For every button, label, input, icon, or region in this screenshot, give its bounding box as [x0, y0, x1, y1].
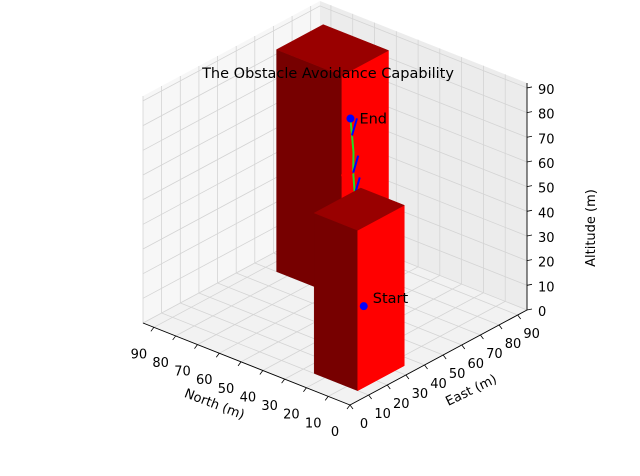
east-tick-label: 40: [430, 377, 447, 392]
north-tick: [324, 396, 329, 401]
frame-z-axis: [352, 155, 360, 173]
east-tick-label: 20: [393, 397, 410, 412]
end-label: End: [359, 112, 387, 128]
frame-z-axis: [351, 118, 358, 136]
altitude-tick-label: 90: [538, 83, 555, 98]
north-axis-line: [142, 322, 351, 406]
altitude-tick-label: 20: [538, 256, 555, 271]
attitude-frame-5: [340, 155, 360, 177]
altitude-tick: [526, 234, 533, 237]
north-tick-label: 10: [305, 416, 322, 431]
altitude-tick: [526, 135, 533, 138]
north-tick: [237, 361, 242, 367]
altitude-tick: [526, 185, 533, 188]
east-tick: [442, 354, 447, 360]
east-tick-label: 60: [468, 357, 485, 372]
altitude-tick: [526, 111, 533, 114]
altitude-tick-label: 40: [538, 206, 555, 221]
altitude-tick: [526, 209, 533, 212]
north-tick: [303, 387, 307, 392]
east-tick-label: 80: [505, 337, 522, 352]
start-label: Start: [373, 291, 409, 307]
altitude-tick: [526, 308, 533, 311]
north-tick-label: 30: [261, 399, 278, 414]
east-tick: [405, 374, 410, 380]
frame-x-axis: [351, 131, 365, 137]
north-tick-label: 50: [218, 382, 235, 397]
axis-lines: [142, 83, 528, 406]
east-tick-label: 10: [374, 407, 391, 422]
north-wall-pane: [143, 1, 320, 323]
east-tick: [480, 334, 484, 340]
north-tick: [150, 327, 155, 332]
plot-scene: Start End: [276, 24, 409, 392]
east-tick: [517, 314, 522, 320]
east-tick: [498, 324, 503, 330]
east-tick-label: 70: [486, 347, 503, 362]
altitude-tick-label: 60: [538, 157, 555, 172]
east-tick: [349, 404, 354, 410]
east-tick-label: 0: [360, 417, 368, 432]
east-tick: [461, 344, 466, 350]
start-marker: [359, 302, 368, 311]
north-axis-label: North (m): [182, 386, 246, 423]
north-tick-label: 40: [240, 390, 257, 405]
altitude-tick: [526, 259, 533, 262]
east-tick-label: 90: [523, 327, 540, 342]
north-tick-label: 60: [196, 373, 213, 388]
altitude-tick-label: 30: [538, 231, 555, 246]
north-tick: [281, 378, 285, 384]
north-tick-label: 90: [131, 347, 148, 362]
east-axis-line: [349, 309, 528, 406]
attitude-frame-6: [351, 118, 365, 137]
east-tick-label: 30: [412, 387, 429, 402]
north-tick: [215, 352, 220, 358]
obstacle-face-top: [313, 187, 405, 231]
north-tick: [259, 370, 264, 375]
north-tick-label: 80: [152, 356, 169, 371]
altitude-tick: [526, 160, 533, 163]
obstacle-face-front-left: [313, 212, 358, 392]
north-tick-label: 70: [174, 365, 191, 380]
altitude-axis-label: Altitude (m): [584, 189, 599, 267]
east-tick: [368, 394, 372, 400]
altitude-tick-label: 10: [538, 280, 555, 295]
obstacle-2: [313, 187, 405, 392]
east-tick-label: 50: [449, 367, 466, 382]
altitude-tick: [526, 86, 533, 89]
north-tick: [346, 404, 351, 410]
tick-labels: 0102030405060708090010203040506070809001…: [131, 83, 555, 440]
east-tick: [424, 364, 428, 370]
chart-title: The Obstacle Avoidance Capability: [201, 66, 454, 82]
north-tick-label: 20: [283, 408, 300, 423]
grid-line-altitude: [142, 5, 528, 102]
altitude-tick: [526, 283, 533, 286]
north-tick: [172, 335, 177, 341]
end-marker: [346, 114, 355, 123]
altitude-tick-label: 50: [538, 182, 555, 197]
altitude-tick-label: 80: [538, 108, 555, 123]
east-tick: [386, 384, 391, 390]
frame-x-axis: [340, 171, 354, 177]
altitude-tick-label: 70: [538, 132, 555, 147]
altitude-tick-label: 0: [538, 305, 546, 320]
north-tick-label: 0: [331, 425, 339, 440]
north-tick: [194, 344, 198, 349]
obstacle-face-top: [276, 24, 390, 76]
